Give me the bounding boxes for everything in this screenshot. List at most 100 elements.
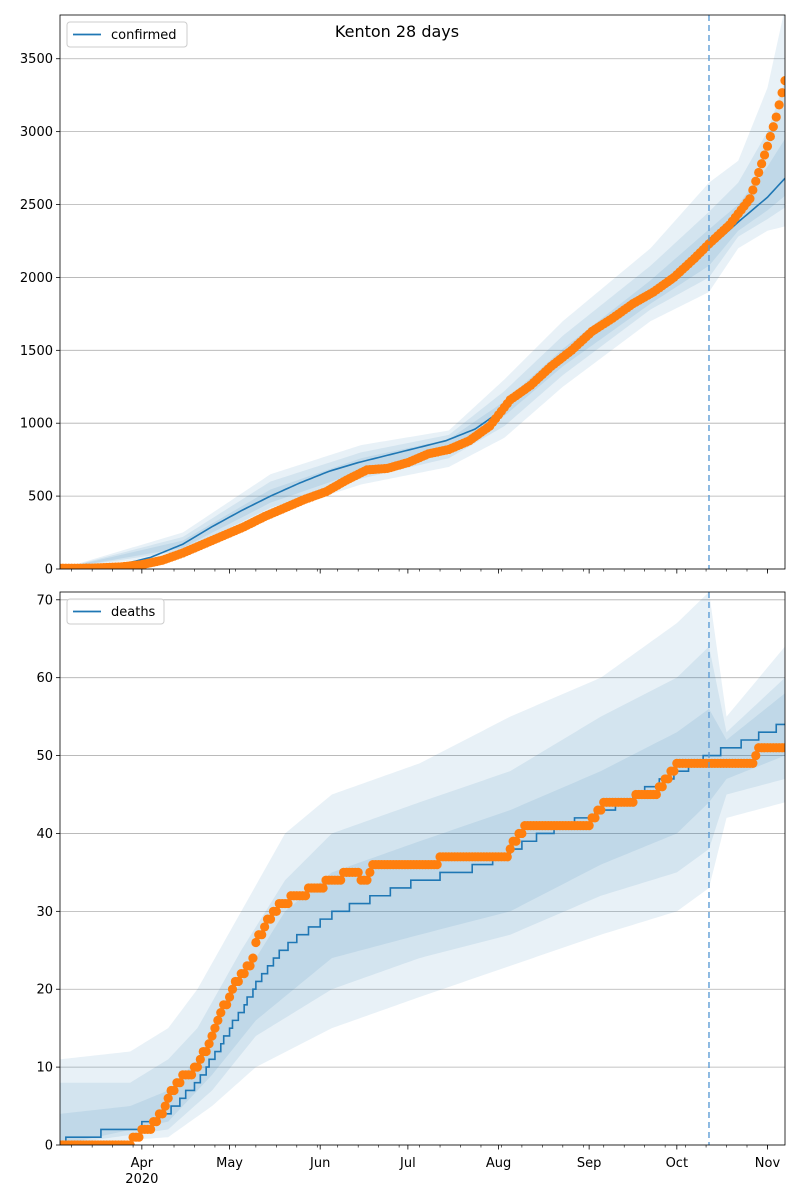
observed-point (780, 743, 785, 753)
observed-point (505, 844, 515, 854)
series-line-deaths (60, 723, 785, 1145)
x-tick-label: May (216, 1156, 243, 1171)
y-tick-label: 10 (36, 1061, 53, 1076)
y-tick-label: 50 (36, 749, 53, 764)
observed-point (134, 1132, 144, 1142)
y-tick-label: 0 (45, 563, 53, 578)
observed-point (157, 1109, 167, 1119)
y-tick-label: 500 (28, 490, 53, 505)
observed-point (204, 1039, 214, 1049)
y-tick-label: 3000 (20, 125, 53, 140)
observed-point (224, 992, 235, 1002)
observed-point (502, 852, 512, 862)
y-tick-label: 20 (36, 983, 53, 998)
legend: confirmed (66, 21, 188, 48)
x-tick-sublabel: 2020 (125, 1172, 158, 1187)
observed-point (300, 891, 311, 901)
legend-label: deaths (111, 605, 156, 620)
observed-point (216, 1007, 226, 1018)
observed-point (160, 1101, 170, 1111)
y-tick-label: 3500 (20, 52, 53, 67)
observed-point (151, 1117, 162, 1127)
observed-point (765, 131, 775, 142)
observed-point (669, 766, 679, 776)
x-tick-label: Nov (755, 1156, 781, 1171)
y-tick-label: 70 (36, 593, 53, 608)
observed-point (353, 867, 363, 877)
confirmed-panel: 0 500 1000 1500 2000 2500 3000 3500 confirmed (20, 14, 786, 578)
plot-area (60, 15, 785, 569)
observed-point (222, 1000, 232, 1010)
observed-point (207, 1031, 217, 1041)
observed-point (759, 150, 770, 160)
x-tick-label: Apr (131, 1156, 154, 1171)
observed-point (511, 836, 521, 846)
observed-point (146, 1124, 156, 1135)
observed-point (751, 750, 761, 761)
observed-point (777, 88, 785, 98)
observed-point (265, 914, 276, 924)
x-tick-label: Oct (666, 1156, 688, 1171)
observed-point (745, 194, 755, 204)
observed-point (213, 1015, 223, 1025)
observed-point (245, 961, 255, 971)
observed-point (283, 898, 293, 909)
observed-point (628, 797, 638, 807)
observed-point (163, 1093, 173, 1103)
observed-point (771, 112, 781, 122)
observed-point (365, 867, 375, 877)
observed-point (751, 176, 761, 186)
x-tick-label: Jun (309, 1156, 330, 1171)
observed-point (517, 828, 527, 839)
observed-point (201, 1046, 211, 1057)
observed-point (584, 821, 594, 831)
observed-point (362, 875, 372, 885)
y-tick-label: 0 (45, 1139, 53, 1154)
observed-point (169, 1085, 179, 1096)
observed-point (762, 141, 773, 151)
observed-point (663, 774, 673, 784)
legend-box (66, 21, 188, 48)
x-tick-label: Jul (399, 1156, 416, 1171)
observed-point (233, 976, 243, 987)
observed-point (260, 922, 270, 932)
x-tick-label: Sep (577, 1156, 602, 1171)
axes-frame (59, 14, 786, 570)
observed-point (186, 1070, 197, 1080)
observed-point (768, 122, 778, 132)
y-tick-label: 2500 (20, 198, 53, 213)
observed-point (248, 953, 258, 963)
legend-label: confirmed (111, 28, 177, 43)
observed-point (251, 937, 261, 948)
y-tick-label: 30 (36, 905, 53, 920)
observed-point (780, 76, 785, 86)
observed-point (748, 758, 758, 768)
observed-point (774, 100, 784, 110)
observed-point (651, 789, 661, 800)
observed-point (195, 1054, 205, 1064)
x-tick-label: Aug (486, 1156, 511, 1171)
observed-point (175, 1078, 185, 1088)
band-middle (60, 646, 785, 1145)
legend-box (66, 598, 165, 625)
observed-point (657, 782, 667, 792)
y-tick-label: 2000 (20, 271, 53, 286)
axes-frame (59, 591, 786, 1146)
legend: deaths (66, 598, 165, 625)
observed-point (239, 969, 249, 979)
observed-point (192, 1062, 202, 1072)
observed-point (227, 984, 238, 994)
plot-area (60, 592, 785, 1145)
observed-point (432, 860, 442, 870)
y-tick-label: 1500 (20, 344, 53, 359)
y-tick-label: 40 (36, 827, 53, 842)
observed-point (748, 185, 758, 195)
observed-point (257, 930, 267, 940)
observed-point (336, 875, 346, 885)
band-inner (60, 138, 785, 569)
y-tick-label: 60 (36, 671, 53, 686)
observed-point (210, 1023, 220, 1033)
chart-title: Kenton 28 days (335, 22, 459, 41)
